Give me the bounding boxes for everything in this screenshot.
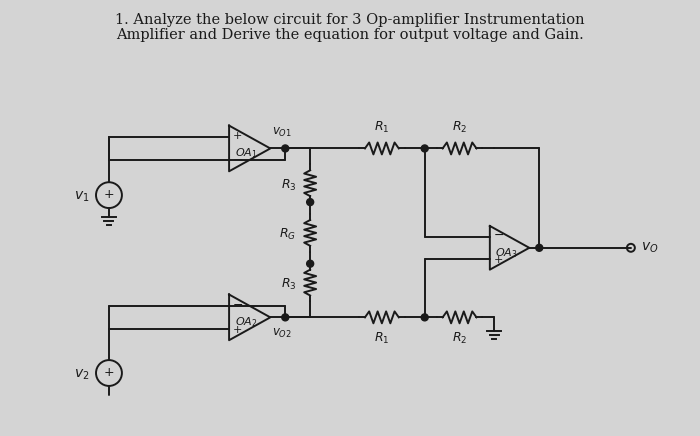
Text: $R_3$: $R_3$ <box>281 177 296 193</box>
Circle shape <box>536 244 542 251</box>
Text: +: + <box>233 325 242 335</box>
Circle shape <box>421 145 428 152</box>
Text: −: − <box>233 154 244 167</box>
Text: −: − <box>233 299 244 311</box>
Text: $v_{O1}$: $v_{O1}$ <box>272 126 292 139</box>
Circle shape <box>421 314 428 321</box>
Text: 1. Analyze the below circuit for 3 Op-amplifier Instrumentation: 1. Analyze the below circuit for 3 Op-am… <box>116 14 584 27</box>
Text: $v_2$: $v_2$ <box>74 368 89 382</box>
Text: $R_3$: $R_3$ <box>281 277 296 292</box>
Text: $v_1$: $v_1$ <box>74 190 89 204</box>
Text: $R_2$: $R_2$ <box>452 331 467 346</box>
Text: $v_{O2}$: $v_{O2}$ <box>272 327 292 341</box>
Text: −: − <box>494 229 504 242</box>
Text: $R_G$: $R_G$ <box>279 227 296 242</box>
Text: $OA_2$: $OA_2$ <box>235 315 258 329</box>
Text: $v_O$: $v_O$ <box>640 241 658 255</box>
Text: +: + <box>104 365 114 378</box>
Text: $OA_1$: $OA_1$ <box>235 146 258 160</box>
Circle shape <box>307 199 314 206</box>
Circle shape <box>282 145 288 152</box>
Text: $R_1$: $R_1$ <box>374 119 390 135</box>
Text: $R_1$: $R_1$ <box>374 331 390 346</box>
Text: Amplifier and Derive the equation for output voltage and Gain.: Amplifier and Derive the equation for ou… <box>116 28 584 42</box>
Circle shape <box>307 260 314 267</box>
Circle shape <box>282 314 288 321</box>
Text: $OA_3$: $OA_3$ <box>495 246 518 260</box>
Text: +: + <box>104 187 114 201</box>
Text: +: + <box>233 131 242 141</box>
Text: $R_2$: $R_2$ <box>452 119 467 135</box>
Text: +: + <box>494 255 503 265</box>
